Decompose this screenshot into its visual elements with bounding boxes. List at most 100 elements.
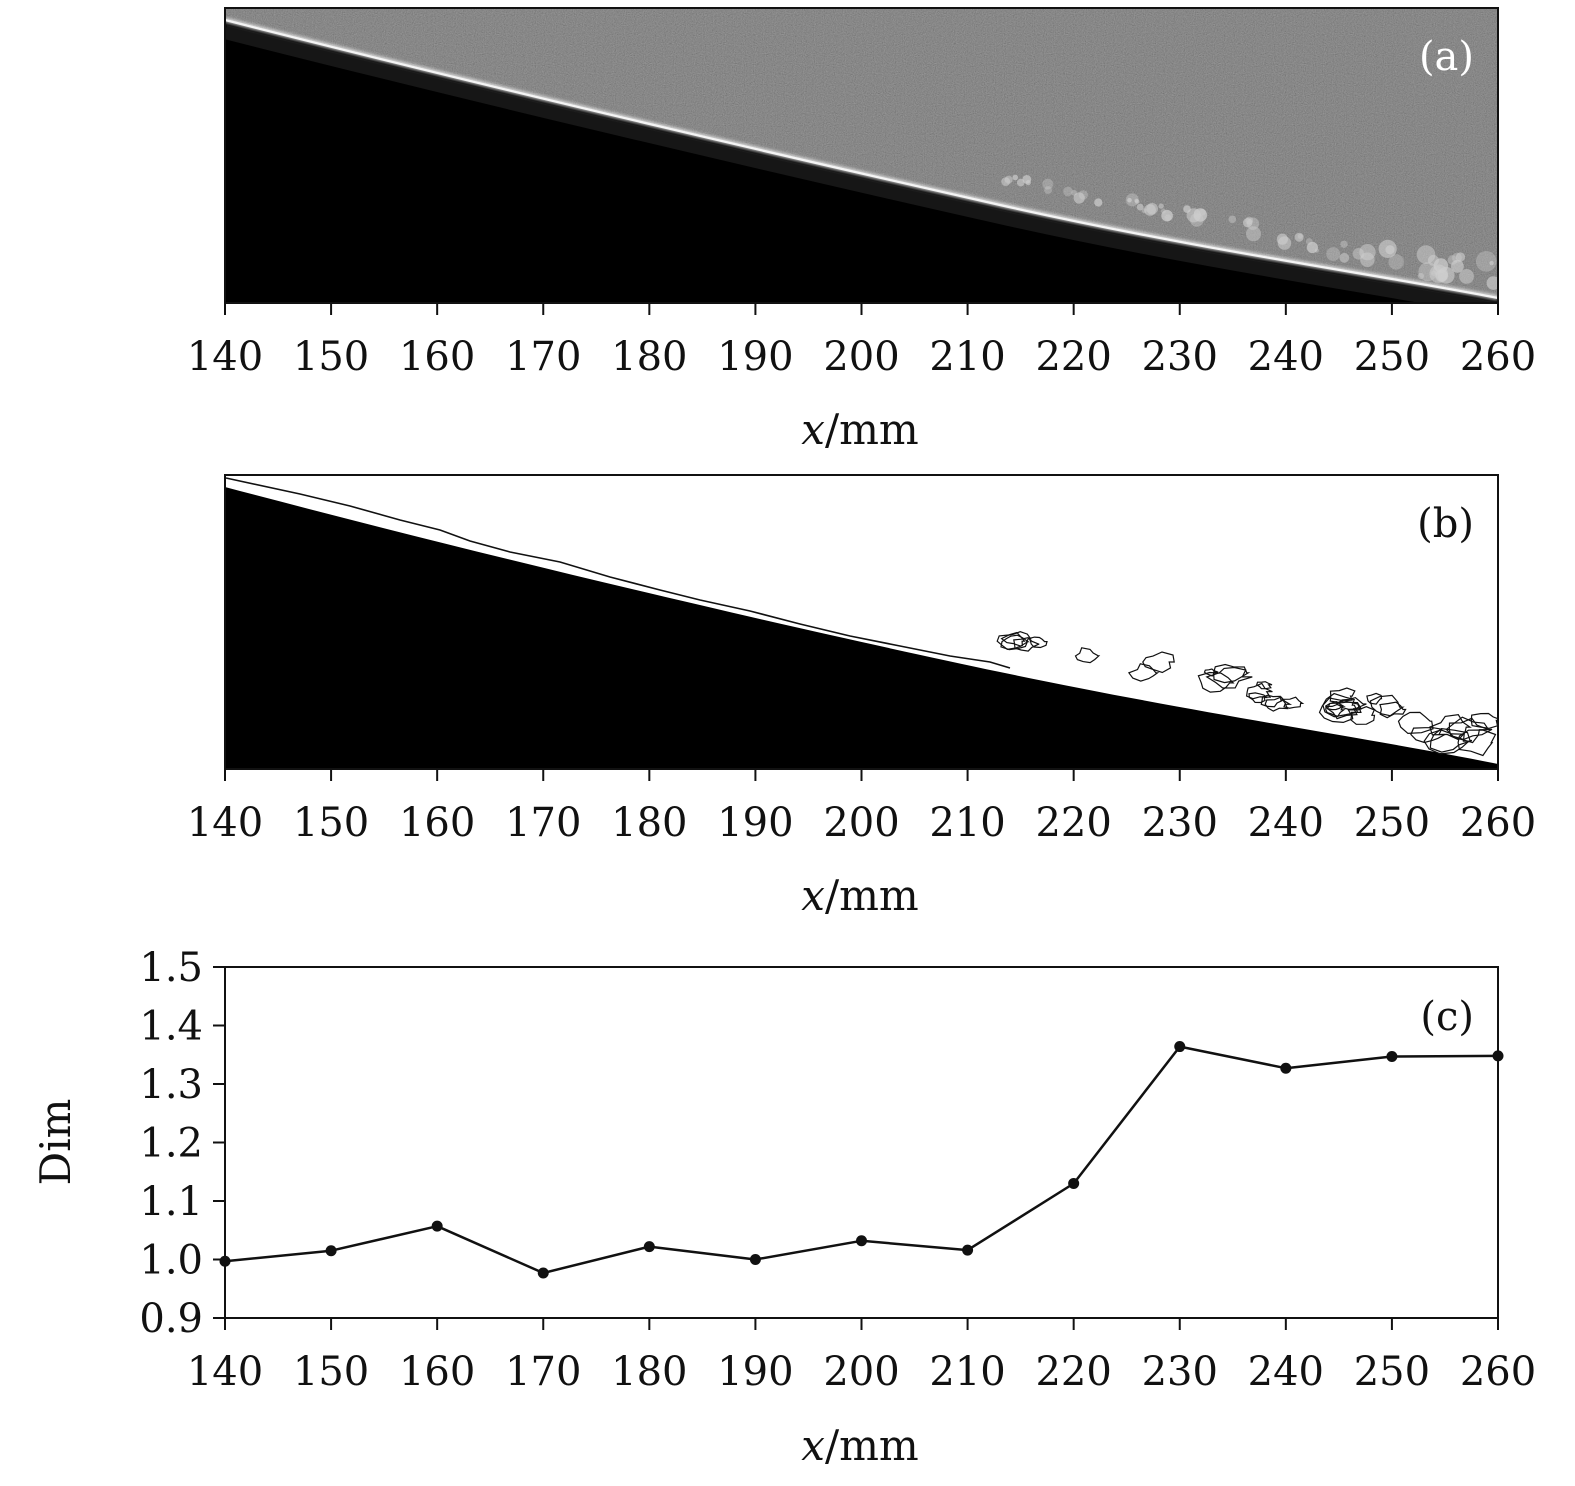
panel-a-turbulent-clump <box>1385 245 1395 255</box>
panel-a-x-axis-title: x/mm <box>801 405 919 454</box>
panel-b: (b) 140 150 160 170 180 190 200 210 220 230 240 250… <box>187 474 1536 920</box>
panel-a-turbulent-clump <box>1359 244 1376 261</box>
panel-a: (a) 140 150 160 170 180 190 200 210 220 230 240 250… <box>187 7 1536 454</box>
panel-b-turbulent-contour <box>1423 729 1471 755</box>
panel-c-x-tick-label: 190 <box>717 1349 793 1395</box>
panel-b-turbulent-contour <box>1142 651 1175 674</box>
panel-a-turbulent-clump <box>1297 233 1303 239</box>
panel-c-x-axis-title-unit: /mm <box>825 1421 919 1470</box>
panel-c-x-axis-title: x/mm <box>801 1421 919 1470</box>
panel-a-x-axis-title-unit: /mm <box>825 405 919 454</box>
panel-c-y-tick-label: 1.2 <box>139 1121 203 1167</box>
panel-c-x-tick-label: 150 <box>293 1349 369 1395</box>
panel-b-boundary-contour <box>225 477 1011 669</box>
panel-a-turbulent-clump <box>1246 226 1261 242</box>
panel-c-data-point <box>856 1235 867 1247</box>
panel-a-turbulent-clump <box>1228 215 1237 224</box>
panel-c-y-tick-label: 1.1 <box>139 1179 203 1225</box>
panel-c-x-tick-label: 260 <box>1460 1349 1536 1395</box>
panel-c-x-tick-label: 140 <box>187 1349 263 1395</box>
panel-b-x-tick-label: 260 <box>1460 800 1536 846</box>
panel-b-x-axis-title-variable: x <box>801 871 825 920</box>
panel-c-y-tick-label: 1.0 <box>139 1238 203 1284</box>
panel-b-x-tick-label: 190 <box>717 800 793 846</box>
panel-a-turbulent-clump <box>1294 232 1304 242</box>
panel-a-x-tick-label: 220 <box>1035 334 1111 380</box>
panel-a-turbulent-clump <box>1314 248 1319 253</box>
panel-a-turbulent-clump <box>1134 199 1140 204</box>
panel-c-data-point <box>749 1254 761 1265</box>
panel-a-turbulent-clump <box>1044 186 1052 195</box>
panel-a-turbulent-clump <box>1435 269 1448 282</box>
panel-b-turbulent-contour <box>1000 634 1030 651</box>
panel-a-turbulent-clump <box>1326 247 1341 261</box>
panel-b-x-tick-label: 250 <box>1354 800 1430 846</box>
panel-a-wall-shadow <box>225 25 1498 303</box>
panel-b-turbulent-contour <box>1429 727 1473 753</box>
panel-c-plot-area <box>224 966 1499 1319</box>
panel-c-y-tick-label: 1.3 <box>139 1062 203 1108</box>
panel-c-x-tick-label: 250 <box>1354 1349 1430 1395</box>
panel-a-turbulent-clump <box>1094 198 1103 207</box>
panel-b-image <box>225 475 1498 769</box>
panel-b-label: (b) <box>1417 501 1474 547</box>
panel-a-turbulent-clump <box>1305 238 1313 245</box>
panel-b-turbulent-contour <box>1470 712 1498 729</box>
panel-a-turbulent-clump <box>1388 254 1404 270</box>
panel-a-turbulent-clump <box>1042 178 1054 190</box>
panel-a-turbulent-clump <box>1073 192 1085 204</box>
panel-c-y-axis-title: Dim <box>31 1099 80 1186</box>
panel-a-wall-region <box>225 20 1498 303</box>
panel-b-turbulent-contour <box>1197 671 1235 693</box>
panel-a-turbulent-clump <box>1160 208 1166 214</box>
panel-a-turbulent-clump <box>1063 186 1073 197</box>
panel-b-turbulent-contour <box>1445 716 1493 741</box>
panel-c-x-tick-label: 160 <box>399 1349 475 1395</box>
panel-a-turbulent-clump <box>1022 175 1032 184</box>
panel-c-x-axis-title-variable: x <box>801 1421 825 1470</box>
panel-b-turbulent-contour <box>1347 706 1376 725</box>
panel-a-turbulent-clump <box>1198 208 1206 216</box>
panel-a-turbulent-clump <box>1004 175 1013 184</box>
panel-a-turbulent-clump <box>1459 269 1474 284</box>
panel-b-x-tick-label: 160 <box>399 800 475 846</box>
panel-a-image <box>225 8 1498 303</box>
panel-c-data-point <box>1386 1051 1398 1063</box>
panel-c-data-point <box>325 1245 337 1257</box>
panel-a-turbulent-clump <box>1158 203 1164 209</box>
panel-a-turbulent-clump <box>1417 272 1424 280</box>
panel-b-turbulent-contour <box>1281 696 1305 709</box>
panel-c-data-point <box>1280 1062 1292 1074</box>
panel-b-turbulent-contour <box>1318 697 1362 724</box>
panel-b-x-tick-label: 150 <box>293 800 369 846</box>
panel-c-x-tick-label: 180 <box>611 1349 687 1395</box>
panel-c-x-tick-label: 230 <box>1142 1349 1218 1395</box>
panel-a-turbulent-clump <box>1245 216 1254 225</box>
panel-b-x-axis-title-unit: /mm <box>825 871 919 920</box>
panel-a-x-tick-label: 140 <box>187 334 263 380</box>
panel-b-x-tick-label: 240 <box>1248 800 1324 846</box>
panel-a-turbulent-structures <box>1001 174 1498 290</box>
panel-b-turbulent-contour <box>1264 696 1293 712</box>
panel-a-turbulent-clump <box>1340 240 1348 248</box>
panel-b-turbulent-contour <box>1324 700 1346 711</box>
panel-a-turbulent-clump <box>1451 259 1464 273</box>
panel-b-x-tick-label: 200 <box>823 800 899 846</box>
panel-a-x-tick-label: 260 <box>1460 334 1536 380</box>
panel-c-x-tick-label: 210 <box>929 1349 1005 1395</box>
panel-a-turbulent-clump <box>1489 260 1494 266</box>
panel-a-x-axis: 140 150 160 170 180 190 200 210 220 230 240 250 260 <box>187 303 1536 380</box>
panel-a-x-tick-label: 150 <box>293 334 369 380</box>
panel-b-turbulent-contour <box>1074 647 1101 664</box>
panel-a-wall-line <box>225 18 1498 300</box>
panel-a-x-tick-label: 160 <box>399 334 475 380</box>
panel-b-turbulent-contour <box>1212 663 1251 684</box>
panel-b-x-tick-label: 170 <box>505 800 581 846</box>
panel-b-x-axis: 140 150 160 170 180 190 200 210 220 230 240 250 260 <box>187 769 1536 846</box>
panel-a-turbulent-clump <box>1276 233 1288 245</box>
panel-c-label: (c) <box>1420 994 1474 1040</box>
panel-c-y-axis: 0.9 1.0 1.1 1.2 1.3 1.4 1.5 <box>139 945 225 1342</box>
panel-a-turbulent-clump <box>1136 203 1144 211</box>
panel-a-x-tick-label: 230 <box>1142 334 1218 380</box>
